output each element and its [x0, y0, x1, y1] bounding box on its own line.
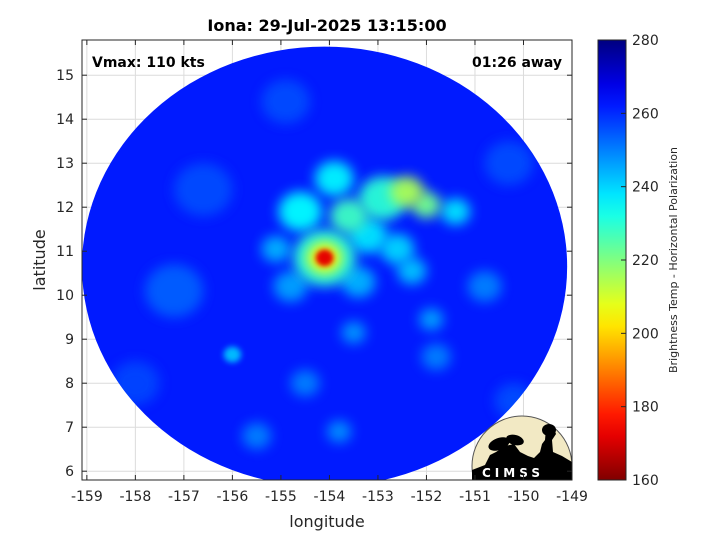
- colorbar-label: Brightness Temp - Horizontal Polarizatio…: [667, 147, 680, 373]
- x-tick-label: -154: [314, 489, 346, 505]
- y-axis-label: latitude: [30, 229, 49, 290]
- x-tick-label: -153: [362, 489, 394, 505]
- x-tick-label: -156: [217, 489, 249, 505]
- bt-feature: [390, 176, 425, 208]
- bt-feature: [261, 79, 311, 124]
- y-tick-label: 9: [65, 332, 74, 348]
- bt-feature: [261, 235, 291, 263]
- x-axis-label: longitude: [289, 512, 364, 531]
- bt-feature: [484, 141, 534, 186]
- bt-feature: [242, 422, 272, 450]
- x-tick-label: -152: [411, 489, 443, 505]
- y-axis-ticks: 6 7 8 9 10 11 12 13 14 15: [56, 68, 572, 480]
- x-tick-label: -158: [119, 489, 151, 505]
- y-tick-label: 14: [56, 112, 74, 128]
- colorbar-tick-label: 260: [632, 106, 659, 122]
- y-tick-label: 13: [56, 156, 74, 172]
- bt-feature: [327, 420, 352, 443]
- time-away-annotation: 01:26 away: [472, 55, 562, 71]
- bt-feature: [290, 370, 320, 397]
- colorbar-tick-label: 240: [632, 180, 659, 196]
- bt-feature: [467, 271, 502, 302]
- logo-dish-right: [506, 434, 524, 446]
- colorbar-ticks: 160 180 200 220 240 260 280: [621, 33, 659, 489]
- bt-feature: [273, 271, 308, 302]
- axes-frame: [81, 39, 573, 481]
- bt-feature: [421, 343, 451, 370]
- y-tick-label: 8: [65, 376, 74, 392]
- x-axis-ticks: -159 -158 -157 -156 -155 -154 -153 -152 -151 -150…: [71, 40, 588, 505]
- y-tick-label: 10: [56, 288, 74, 304]
- y-tick-label: 7: [65, 420, 74, 436]
- brightness-temperature-swath: [82, 46, 568, 480]
- bt-feature: [314, 161, 354, 197]
- bt-feature: [174, 163, 233, 217]
- x-tick-label: -155: [265, 489, 297, 505]
- x-tick-label: -149: [556, 489, 588, 505]
- bt-feature: [145, 264, 204, 318]
- swath-features: [111, 79, 534, 450]
- bt-feature: [441, 198, 471, 225]
- y-tick-label: 15: [56, 68, 74, 84]
- y-tick-label: 6: [65, 464, 74, 480]
- colorbar-tick-label: 220: [632, 253, 659, 269]
- bt-feature: [380, 233, 415, 265]
- logo-silhouette: [472, 426, 572, 480]
- colorbar-tick-label: 180: [632, 400, 659, 416]
- logo-text: CIMSS: [482, 466, 544, 480]
- colorbar-tick-label: 160: [632, 473, 659, 489]
- bt-feature: [397, 257, 427, 285]
- x-tick-label: -157: [168, 489, 200, 505]
- logo-dish-left: [488, 437, 510, 451]
- chart-title: Iona: 29-Jul-2025 13:15:00: [207, 16, 446, 35]
- x-tick-label: -150: [508, 489, 540, 505]
- vmax-annotation: Vmax: 110 kts: [92, 55, 205, 71]
- bt-feature: [278, 191, 323, 232]
- bt-feature: [329, 198, 369, 234]
- bt-feature: [341, 321, 366, 344]
- bt-feature: [223, 346, 242, 363]
- storm-eye: [318, 251, 331, 264]
- colorbar-tick-label: 200: [632, 326, 659, 342]
- logo-water-tower: [542, 424, 556, 436]
- y-tick-label: 11: [56, 244, 74, 260]
- x-tick-label: -151: [459, 489, 491, 505]
- colorbar-tick-label: 280: [632, 33, 659, 49]
- y-tick-label: 12: [56, 200, 74, 216]
- bt-feature: [419, 308, 444, 331]
- x-tick-label: -159: [71, 489, 103, 505]
- cimss-logo: CIMSS: [471, 415, 572, 480]
